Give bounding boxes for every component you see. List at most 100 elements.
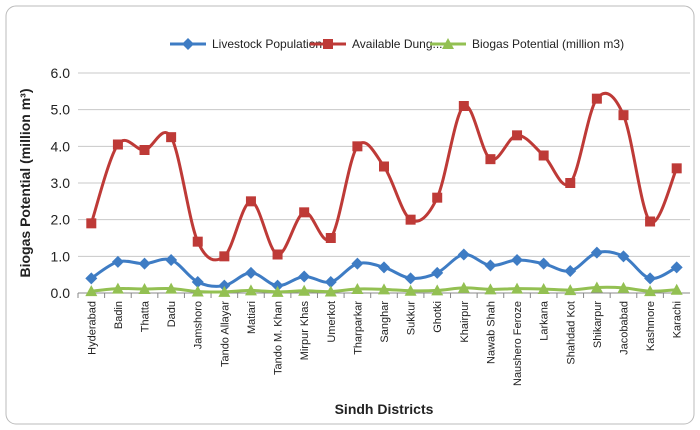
y-tick-label: 5.0	[51, 102, 71, 118]
marker	[644, 272, 657, 285]
marker	[86, 218, 97, 229]
marker	[272, 249, 283, 260]
legend-label: Available Dung...	[352, 37, 443, 51]
marker	[245, 196, 256, 207]
marker	[564, 265, 577, 277]
x-tick-label: Thatta	[140, 300, 152, 332]
marker	[139, 145, 150, 155]
x-tick-label: Umerkot	[326, 301, 338, 343]
marker	[271, 285, 284, 297]
marker	[298, 284, 311, 296]
marker	[111, 255, 124, 268]
x-tick-label: Naushero Feroze	[512, 301, 524, 386]
marker	[618, 110, 629, 121]
marker	[271, 279, 284, 292]
marker	[431, 266, 444, 279]
marker	[244, 266, 257, 279]
marker	[165, 282, 178, 294]
marker	[537, 282, 550, 294]
marker	[617, 250, 630, 263]
marker	[85, 272, 98, 285]
marker	[323, 39, 333, 49]
marker	[457, 281, 470, 293]
marker	[351, 282, 364, 294]
marker	[511, 282, 524, 294]
marker	[538, 150, 549, 161]
x-tick-label: Kashmore	[645, 301, 657, 351]
marker	[378, 283, 390, 295]
marker	[564, 284, 577, 296]
marker	[219, 251, 230, 262]
x-tick-label: Sukkur	[406, 301, 418, 336]
marker	[218, 279, 231, 292]
x-tick-label: Ghotki	[432, 301, 444, 333]
y-tick-label: 2.0	[51, 212, 71, 228]
x-tick-label: Jacobabad	[618, 301, 630, 355]
x-tick-label: Tando M. Khan	[273, 301, 285, 375]
marker	[484, 259, 497, 272]
marker	[112, 139, 123, 150]
marker	[182, 38, 194, 50]
marker	[645, 216, 656, 227]
marker	[442, 38, 454, 49]
x-axis-title: Sindh Districts	[335, 401, 434, 417]
chart-border	[5, 5, 695, 425]
y-tick-label: 1.0	[51, 248, 71, 264]
marker	[324, 285, 337, 297]
marker	[671, 163, 682, 174]
x-tick-label: Larkana	[539, 300, 551, 341]
legend-label: Biogas Potential (million m3)	[472, 37, 624, 51]
marker	[670, 261, 683, 274]
marker	[138, 282, 151, 294]
marker	[85, 285, 98, 297]
marker	[511, 254, 524, 266]
x-tick-label: Shahdad Kot	[565, 301, 577, 365]
marker	[484, 283, 497, 295]
x-tick-label: Karachi	[672, 301, 684, 338]
marker	[537, 257, 550, 270]
marker	[670, 283, 683, 295]
x-tick-label: Matiari	[246, 301, 258, 334]
marker	[165, 254, 178, 266]
x-tick-label: Khairpur	[459, 301, 471, 343]
y-tick-label: 0.0	[51, 285, 71, 301]
marker	[404, 284, 417, 296]
marker	[432, 192, 443, 203]
x-tick-label: Hyderabad	[86, 301, 98, 355]
marker	[298, 270, 311, 283]
marker	[590, 281, 603, 293]
marker	[431, 284, 444, 296]
marker	[138, 257, 151, 270]
marker	[166, 132, 177, 143]
marker	[590, 246, 603, 259]
marker	[379, 161, 389, 172]
marker	[378, 261, 390, 274]
marker	[405, 214, 416, 225]
marker	[191, 276, 204, 288]
x-tick-label: Jamshoro	[193, 301, 205, 349]
marker	[218, 285, 231, 297]
x-tick-label: Tando Allayar	[219, 301, 231, 367]
legend-label: Livestock Population...	[212, 37, 332, 51]
marker	[244, 284, 257, 296]
marker	[512, 130, 523, 141]
y-tick-label: 6.0	[51, 65, 71, 81]
y-axis-title: Biogas Potential (million m³)	[17, 88, 33, 277]
x-tick-label: Mirpur Khas	[299, 301, 311, 361]
marker	[457, 248, 470, 261]
marker	[299, 207, 310, 218]
marker	[324, 276, 337, 288]
x-tick-label: Dadu	[166, 301, 178, 327]
x-tick-label: Badin	[113, 301, 125, 329]
x-tick-label: Shikarpur	[592, 301, 604, 348]
marker	[458, 101, 469, 111]
x-tick-label: Sanghar	[379, 301, 391, 343]
marker	[325, 233, 336, 243]
marker	[591, 93, 602, 104]
marker	[111, 282, 124, 294]
marker	[404, 272, 417, 285]
marker	[192, 236, 203, 247]
x-tick-label: Nawab Shah	[485, 301, 497, 364]
marker	[352, 141, 363, 152]
